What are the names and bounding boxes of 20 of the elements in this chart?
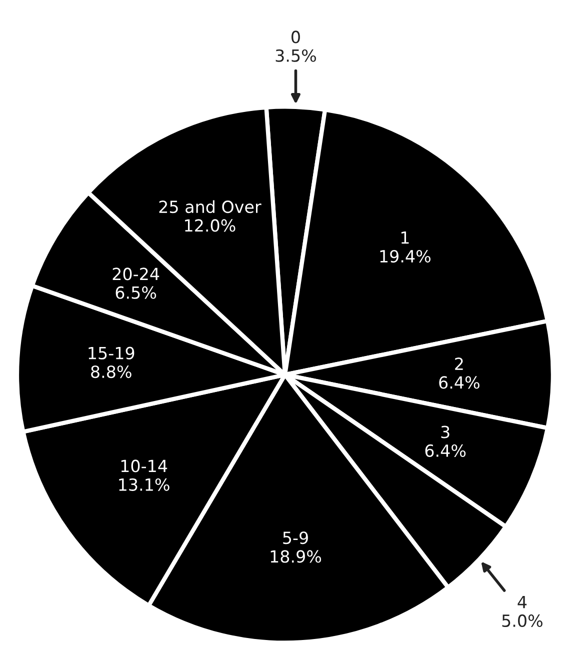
- slice-label: 10-14: [121, 460, 168, 472]
- slice-label: 2: [455, 358, 463, 370]
- slice-label: 5-9: [283, 532, 308, 544]
- slice-label: 3: [441, 426, 450, 438]
- slice-label: 15-19: [88, 346, 134, 360]
- data-label: 5.0%: [502, 614, 542, 628]
- slice-label: 20-24: [112, 268, 160, 280]
- data-label: 6.5%: [116, 286, 156, 299]
- slice-label: 4: [518, 596, 527, 608]
- data-label: 6.4%: [425, 444, 466, 457]
- slice-label: 0: [292, 30, 300, 44]
- data-label: 6.4%: [439, 376, 480, 389]
- data-label: 3.5%: [276, 49, 316, 62]
- data-label: 18.9%: [270, 550, 322, 563]
- data-label: 13.1%: [119, 478, 170, 491]
- slice-label: 25 and Over: [159, 200, 262, 214]
- data-label: 12.0%: [185, 219, 236, 232]
- data-label: 8.8%: [91, 365, 132, 378]
- data-label: 19.4%: [380, 250, 430, 263]
- slice-label: 1: [401, 232, 409, 244]
